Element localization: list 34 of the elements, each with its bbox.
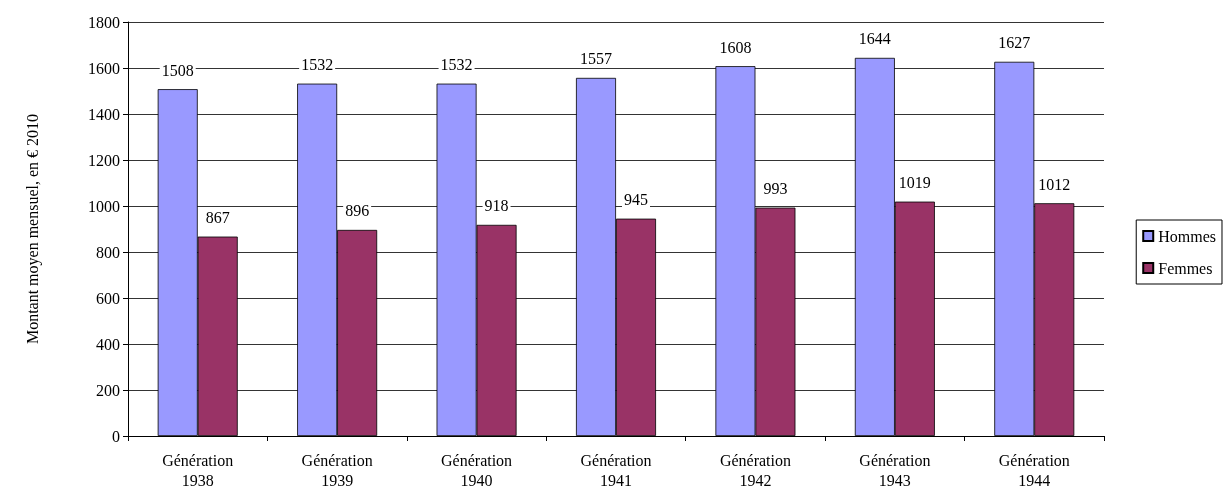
data-label: 993 bbox=[763, 180, 788, 198]
y-tick-label: 0 bbox=[112, 427, 120, 445]
x-tick-label: Génération 1938 bbox=[162, 451, 234, 489]
data-label: 1644 bbox=[858, 30, 891, 48]
data-label: 1532 bbox=[301, 56, 334, 74]
y-tick-label: 200 bbox=[96, 381, 120, 399]
y-tick-label: 1600 bbox=[88, 59, 120, 77]
y-tick-label: 1000 bbox=[88, 197, 120, 215]
data-label: 1508 bbox=[161, 61, 194, 79]
data-label: 945 bbox=[624, 191, 648, 209]
y-tick-label: 1200 bbox=[88, 151, 120, 169]
y-tick-label: 1400 bbox=[88, 105, 120, 123]
x-tick-label: Génération 1940 bbox=[441, 451, 513, 489]
data-label: 1608 bbox=[719, 38, 752, 56]
x-tick-label: Génération 1944 bbox=[998, 451, 1070, 489]
data-label: 1627 bbox=[998, 34, 1031, 52]
x-tick-label: Génération 1939 bbox=[301, 451, 373, 489]
y-tick-label: 600 bbox=[96, 289, 120, 307]
x-tick-label: Génération 1941 bbox=[580, 451, 652, 489]
data-label: 918 bbox=[484, 197, 509, 215]
y-tick-label: 800 bbox=[96, 243, 120, 261]
legend-label: Hommes bbox=[1158, 227, 1217, 245]
legend-label: Femmes bbox=[1158, 259, 1213, 277]
data-label: 867 bbox=[205, 209, 230, 227]
y-axis-title: Montant moyen mensuel, en € 2010 bbox=[23, 113, 42, 345]
data-label: 1012 bbox=[1038, 175, 1071, 193]
data-label: 1557 bbox=[580, 50, 612, 68]
data-label: 896 bbox=[345, 202, 370, 220]
data-label: 1019 bbox=[898, 174, 931, 192]
x-tick-label: Génération 1942 bbox=[719, 451, 791, 489]
data-label: 1532 bbox=[440, 56, 473, 74]
y-tick-label: 1800 bbox=[88, 13, 120, 31]
x-tick-label: Génération 1943 bbox=[859, 451, 931, 489]
y-tick-label: 400 bbox=[96, 335, 120, 353]
